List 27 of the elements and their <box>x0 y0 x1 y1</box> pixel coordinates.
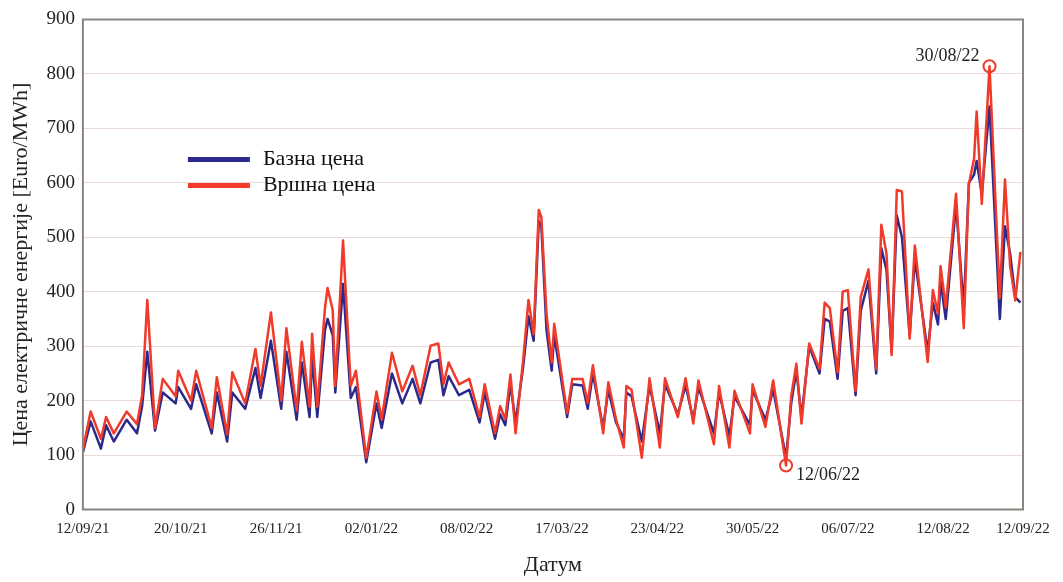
y-tick-label: 800 <box>46 61 75 83</box>
y-tick-label: 200 <box>46 388 75 410</box>
annotation: 30/08/22 <box>915 44 980 65</box>
x-tick-label: 08/02/22 <box>439 519 494 536</box>
y-tick-label: 100 <box>46 443 75 465</box>
x-tick-label: 20/10/21 <box>154 519 208 536</box>
y-tick-label: 500 <box>46 225 75 247</box>
y-axis-title: Цена електричне енергије [Euro/MWh] <box>6 82 32 447</box>
x-tick-label: 06/07/22 <box>821 519 875 536</box>
legend-label: Вршна цена <box>262 171 376 197</box>
y-tick-label: 600 <box>46 170 75 192</box>
x-axis-title: Датум <box>523 550 583 576</box>
x-tick-label: 12/09/22 <box>996 519 1050 536</box>
y-tick-label: 0 <box>65 497 75 519</box>
legend-label: Базна цена <box>262 145 365 171</box>
x-tick-label: 12/09/21 <box>56 519 110 536</box>
x-tick-label: 17/03/22 <box>535 519 589 536</box>
x-tick-label: 02/01/22 <box>344 519 399 536</box>
x-tick-label: 26/11/21 <box>249 519 303 536</box>
y-tick-label: 300 <box>46 334 75 356</box>
annotation: 12/06/22 <box>796 464 861 485</box>
y-tick-label: 700 <box>46 116 75 138</box>
x-tick-label: 30/05/22 <box>725 519 780 536</box>
x-tick-label: 23/04/22 <box>630 519 684 536</box>
y-tick-label: 900 <box>46 7 75 29</box>
x-tick-label: 12/08/22 <box>916 519 970 536</box>
y-tick-label: 400 <box>46 279 75 301</box>
